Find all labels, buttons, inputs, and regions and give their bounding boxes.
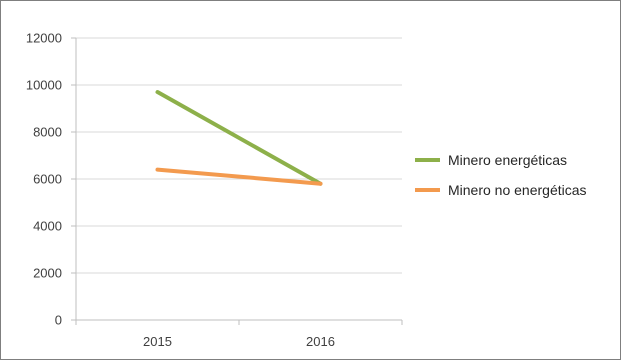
x-tick-label: 2016 [306, 334, 335, 349]
gridlines [76, 37, 402, 274]
y-tick-label: 4000 [33, 219, 62, 234]
legend-label: Minero no energéticas [448, 182, 587, 198]
y-axis: 0 2000 4000 6000 8000 10000 12000 [26, 31, 77, 328]
series-line-0 [155, 90, 323, 186]
y-tick-label: 6000 [33, 172, 62, 187]
y-tick-label: 8000 [33, 125, 62, 140]
legend: Minero energéticas Minero no energéticas [415, 152, 587, 198]
x-axis: 2015 2016 [75, 319, 403, 349]
series-lines [155, 90, 323, 186]
x-tick-label: 2015 [143, 334, 172, 349]
y-tick-label: 0 [55, 313, 62, 328]
y-tick-label: 2000 [33, 266, 62, 281]
y-tick-label: 10000 [26, 78, 62, 93]
series-line-1 [155, 167, 323, 186]
legend-label: Minero energéticas [448, 152, 567, 168]
y-tick-label: 12000 [26, 31, 62, 46]
